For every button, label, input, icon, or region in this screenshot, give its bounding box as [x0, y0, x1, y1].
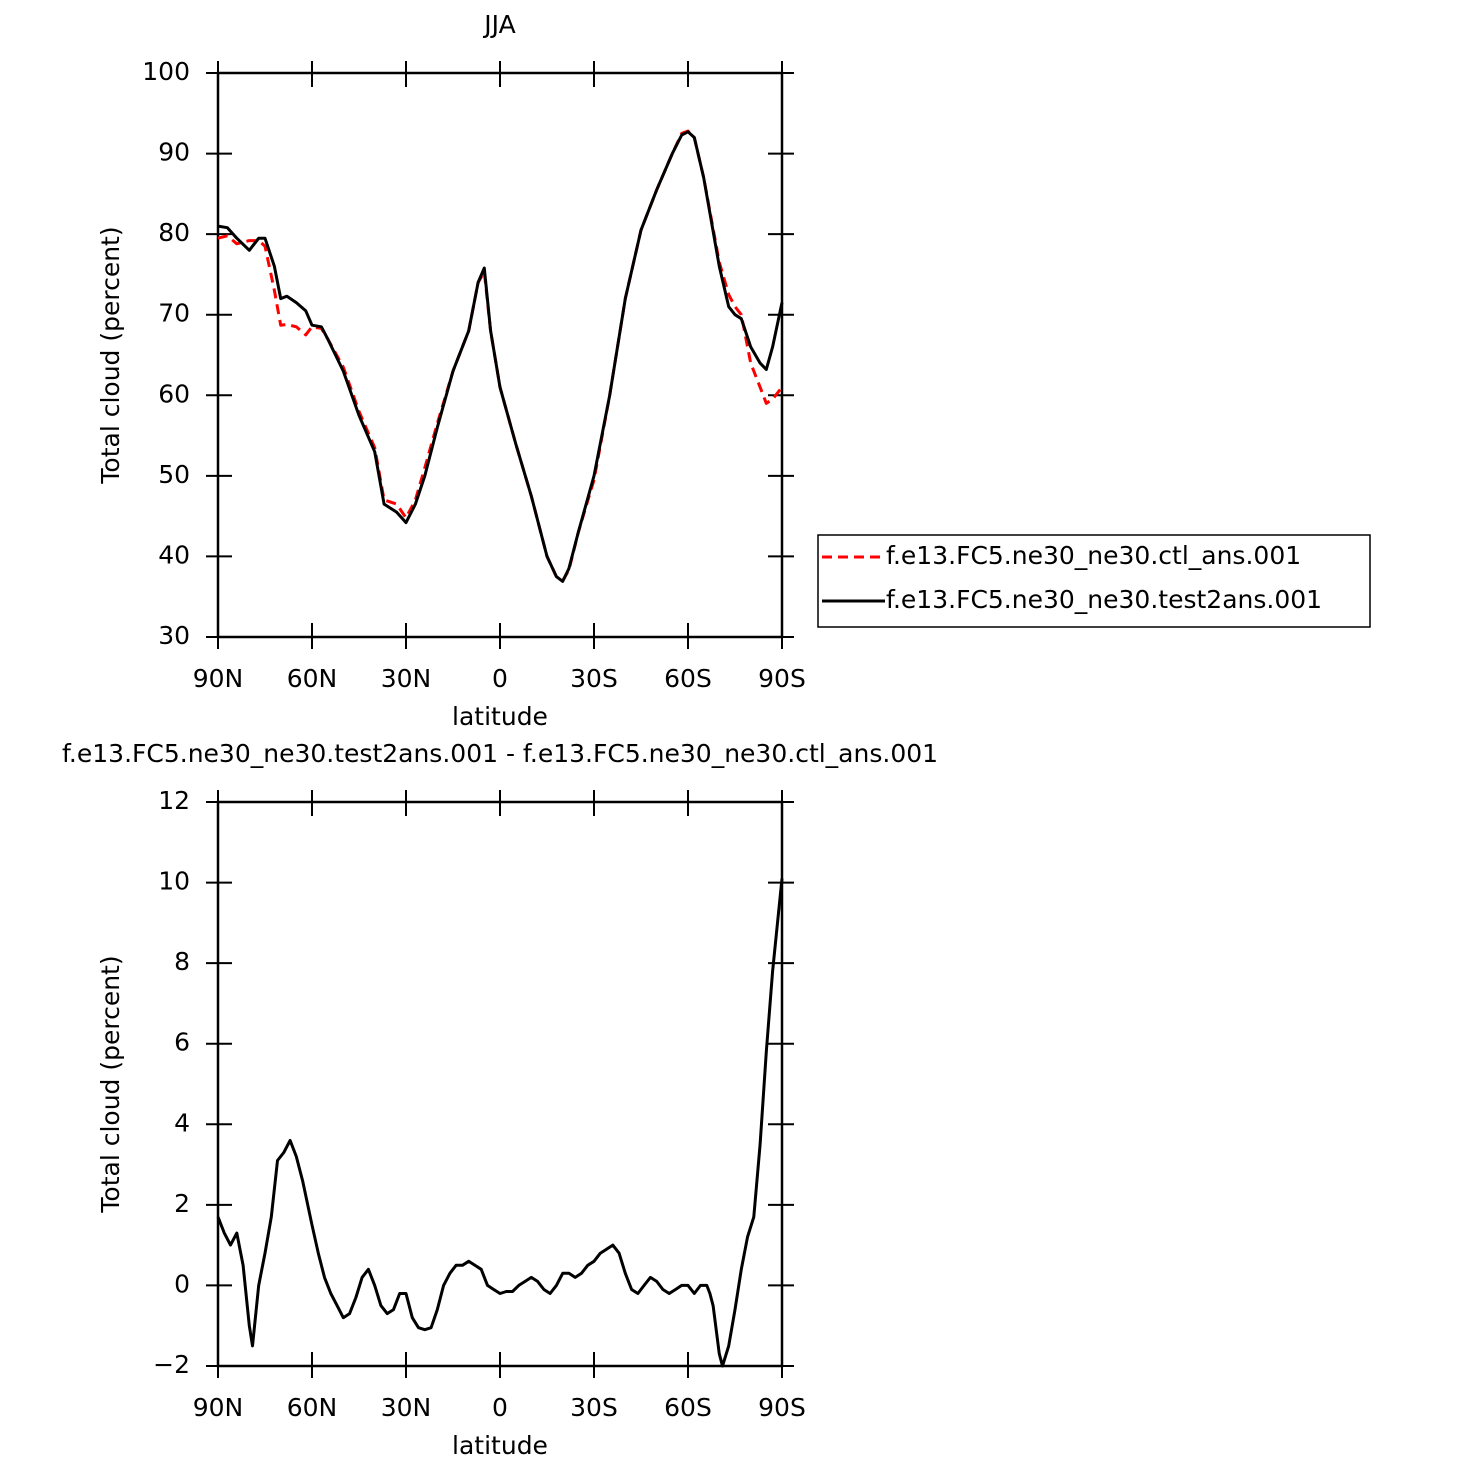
y-axis-label: Total cloud (percent) — [96, 955, 125, 1213]
x-tick-label: 90N — [193, 664, 244, 693]
x-tick-label: 90N — [193, 1393, 244, 1422]
series-line — [216, 878, 784, 1368]
y-tick-label: 40 — [158, 540, 190, 569]
y-tick-label: 2 — [174, 1189, 190, 1218]
legend-label: f.e13.FC5.ne30_ne30.test2ans.001 — [886, 585, 1322, 614]
x-tick-label: 60N — [287, 664, 338, 693]
x-tick-label: 90S — [758, 664, 806, 693]
y-tick-label: 6 — [174, 1028, 190, 1057]
plot-frame — [216, 71, 784, 639]
chart-title: f.e13.FC5.ne30_ne30.test2ans.001 - f.e13… — [62, 739, 938, 768]
y-tick-label: 80 — [158, 218, 190, 247]
y-tick-label: 8 — [174, 947, 190, 976]
y-tick-label: 60 — [158, 379, 190, 408]
y-tick-label: 4 — [174, 1108, 190, 1137]
legend-box — [817, 534, 1371, 628]
y-tick-label: 0 — [174, 1269, 190, 1298]
x-tick-label: 30N — [381, 664, 432, 693]
x-tick-label: 60S — [664, 664, 712, 693]
y-tick-label: 100 — [142, 57, 190, 86]
x-tick-label: 0 — [492, 1393, 508, 1422]
x-tick-label: 30S — [570, 664, 618, 693]
x-tick-label: 0 — [492, 664, 508, 693]
legend-label: f.e13.FC5.ne30_ne30.ctl_ans.001 — [886, 541, 1301, 570]
x-axis-label: latitude — [452, 702, 548, 731]
y-tick-label: 50 — [158, 460, 190, 489]
y-tick-label: 10 — [158, 867, 190, 896]
series-line — [217, 129, 784, 583]
plot-frame — [216, 800, 784, 1368]
x-axis-label: latitude — [452, 1431, 548, 1460]
x-tick-label: 60N — [287, 1393, 338, 1422]
y-tick-label: 90 — [158, 138, 190, 167]
x-tick-label: 30S — [570, 1393, 618, 1422]
y-tick-label: −2 — [153, 1350, 190, 1379]
series-line — [217, 130, 784, 583]
x-tick-label: 30N — [381, 1393, 432, 1422]
x-tick-label: 90S — [758, 1393, 806, 1422]
y-axis-label: Total cloud (percent) — [96, 226, 125, 484]
y-tick-label: 70 — [158, 299, 190, 328]
chart-title: JJA — [482, 10, 515, 39]
x-tick-label: 60S — [664, 1393, 712, 1422]
y-tick-label: 30 — [158, 621, 190, 650]
y-tick-label: 12 — [158, 786, 190, 815]
